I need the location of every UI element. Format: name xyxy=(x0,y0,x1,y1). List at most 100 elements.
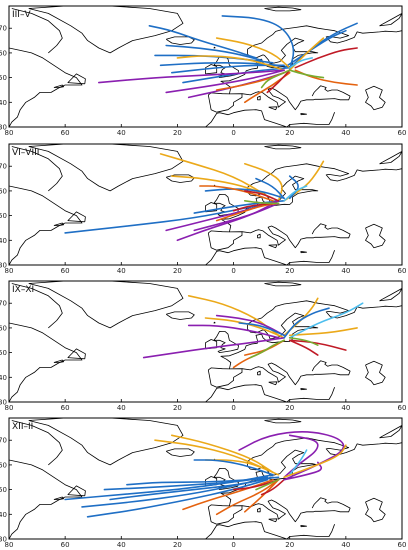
trajectory-line xyxy=(193,459,274,476)
y-tick-label: 40 xyxy=(0,237,7,245)
y-tick-label: 30 xyxy=(0,536,7,544)
x-tick-label: 40 xyxy=(117,267,126,275)
trajectory-line xyxy=(238,431,345,481)
coastline xyxy=(264,6,302,12)
trajectory-line xyxy=(215,314,285,337)
map-frame xyxy=(8,143,403,266)
x-tick-label: 0 xyxy=(231,129,235,137)
trajectory-line xyxy=(187,324,280,339)
trajectory-line xyxy=(283,461,323,481)
y-tick-label: 40 xyxy=(0,511,7,519)
trajectory-line xyxy=(288,339,347,351)
coastline xyxy=(207,25,402,113)
trajectory-line xyxy=(148,25,257,59)
map-area xyxy=(9,281,402,402)
trajectory-line xyxy=(159,61,280,67)
x-tick-label: 20 xyxy=(285,404,294,412)
x-tick-label: 20 xyxy=(285,267,294,275)
trajectory-line xyxy=(215,478,280,516)
coastline xyxy=(365,223,386,249)
trajectory-line xyxy=(288,302,364,339)
x-tick-label: 60 xyxy=(398,129,407,137)
map-frame xyxy=(8,417,403,540)
coastline xyxy=(241,497,351,523)
y-tick-label: 30 xyxy=(0,262,7,270)
coastline xyxy=(205,384,335,402)
coastline xyxy=(11,420,63,466)
x-tick-label: 40 xyxy=(341,267,350,275)
coastline xyxy=(208,92,230,96)
trajectory-line xyxy=(154,439,269,471)
y-tick-label: 50 xyxy=(0,349,7,357)
trajectory-line xyxy=(187,295,280,337)
coastline xyxy=(213,46,216,49)
coastline xyxy=(257,95,261,101)
y-tick-label: 30 xyxy=(0,124,7,132)
panel-season-label: XII–II xyxy=(12,422,33,432)
coastline xyxy=(11,283,63,329)
x-tick-label: 0 xyxy=(231,404,235,412)
trajectory-line xyxy=(283,185,308,202)
panel-season-label: III–V xyxy=(12,10,31,20)
trajectory-line xyxy=(204,188,285,200)
y-tick-label: 60 xyxy=(0,324,7,332)
trajectory-line xyxy=(204,459,280,476)
y-tick-label: 50 xyxy=(0,74,7,82)
coastline xyxy=(213,331,239,353)
x-tick-label: 40 xyxy=(117,541,126,549)
map-frame xyxy=(8,280,403,403)
coastline xyxy=(379,288,402,302)
trajectory-line xyxy=(283,434,319,479)
coastline xyxy=(365,85,386,111)
x-tick-label: 80 xyxy=(5,267,14,275)
coastline xyxy=(264,281,302,287)
x-tick-label: 0 xyxy=(231,267,235,275)
coastline xyxy=(213,321,216,324)
coastline xyxy=(241,85,351,111)
coastline xyxy=(268,244,278,249)
coastline xyxy=(257,370,261,376)
x-tick-label: 40 xyxy=(117,404,126,412)
x-tick-label: 40 xyxy=(341,129,350,137)
trajectory-line xyxy=(98,69,285,84)
coastline xyxy=(53,222,65,226)
coastline xyxy=(28,144,184,192)
coastline xyxy=(205,521,335,539)
coastline xyxy=(9,322,83,402)
trajectory-line xyxy=(232,478,280,491)
coastline xyxy=(67,348,86,360)
trajectory-line xyxy=(109,476,274,501)
trajectory-line xyxy=(288,69,325,79)
coastline xyxy=(241,360,351,386)
x-tick-label: 40 xyxy=(341,541,350,549)
trajectory-line xyxy=(288,337,319,346)
trajectory-line xyxy=(255,177,285,200)
coastline xyxy=(165,174,195,183)
trajectory-line xyxy=(244,200,280,205)
coastline xyxy=(208,367,230,371)
trajectory-line xyxy=(176,55,285,71)
coastline xyxy=(379,13,402,27)
map-area xyxy=(9,418,402,539)
trajectory-line xyxy=(142,337,285,359)
trajectory-line xyxy=(215,202,280,222)
coastline xyxy=(9,459,83,539)
trajectory-line xyxy=(159,153,269,197)
coastline xyxy=(300,251,307,254)
trajectory-line xyxy=(283,444,347,479)
trajectory-line xyxy=(199,185,274,202)
trajectory-line xyxy=(288,449,308,476)
coastline xyxy=(379,425,402,439)
trajectory-line xyxy=(244,190,280,202)
trajectory-line xyxy=(283,307,330,339)
x-tick-label: 60 xyxy=(61,267,70,275)
coastline xyxy=(165,448,195,457)
coastline xyxy=(268,518,278,523)
coastline xyxy=(28,418,184,466)
coastline xyxy=(264,144,302,150)
trajectory-line xyxy=(103,476,269,491)
